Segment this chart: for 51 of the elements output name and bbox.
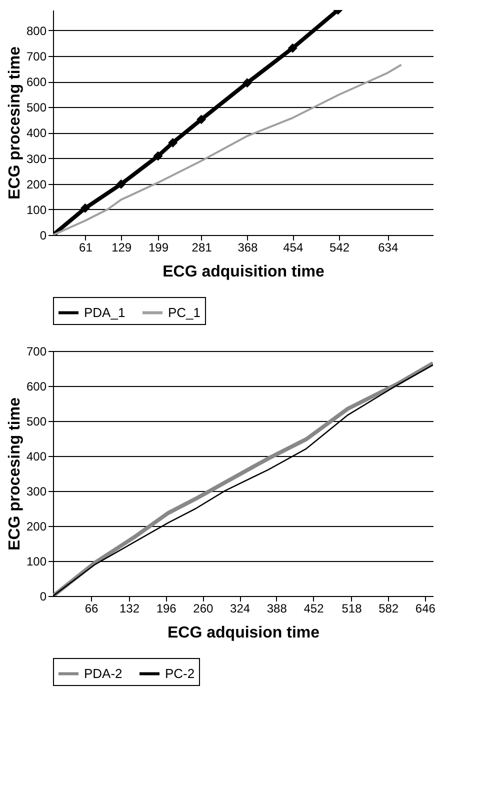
y-tick-label: 700 (26, 50, 47, 64)
y-tick-label: 0 (40, 228, 47, 242)
y-tick-label: 200 (26, 177, 47, 192)
y-tick-label: 500 (26, 100, 47, 115)
y-tick-label: 300 (26, 484, 47, 498)
x-axis-title: ECG adquision time (167, 624, 320, 642)
x-tick-label: 199 (148, 240, 169, 254)
y-tick-label: 400 (26, 450, 47, 464)
y-tick-label: 600 (26, 380, 47, 394)
x-tick-label: 61 (79, 240, 93, 254)
point (288, 43, 298, 53)
point (116, 179, 126, 189)
x-tick-label: 452 (304, 602, 324, 616)
x-tick-label: 129 (112, 240, 132, 254)
legend-label: PDA-2 (84, 666, 122, 681)
legend-label: PC_1 (168, 304, 201, 320)
y-tick-label: 300 (26, 152, 47, 166)
x-tick-label: 646 (415, 602, 436, 616)
y-tick-label: 100 (26, 202, 47, 217)
y-axis-title: ECG procesing time (6, 397, 24, 550)
y-tick-label: 800 (26, 24, 47, 38)
x-axis-title: ECG adquisition time (162, 264, 324, 280)
x-tick-label: 454 (283, 240, 304, 254)
x-tick-label: 518 (342, 602, 362, 616)
y-tick-label: 400 (26, 126, 47, 140)
x-tick-label: 196 (156, 602, 177, 616)
y-tick-label: 0 (40, 590, 47, 604)
x-tick-label: 66 (84, 602, 98, 616)
y-tick-label: 100 (26, 554, 47, 568)
x-tick-label: 542 (330, 240, 350, 254)
y-axis-title: ECG procesing time (6, 46, 24, 200)
x-tick-label: 281 (192, 240, 212, 254)
point (242, 78, 252, 88)
x-tick-label: 260 (193, 602, 214, 616)
legend-label: PC-2 (165, 666, 195, 681)
x-tick-label: 132 (119, 602, 140, 616)
y-tick-label: 700 (26, 344, 47, 358)
y-tick-label: 600 (26, 75, 47, 90)
point (80, 203, 90, 213)
x-tick-label: 324 (230, 602, 250, 616)
x-tick-label: 388 (266, 602, 288, 616)
y-tick-label: 200 (26, 520, 47, 534)
x-tick-label: 582 (378, 602, 399, 616)
y-tick-label: 500 (26, 414, 47, 428)
point (196, 114, 206, 124)
point (153, 151, 163, 161)
legend-label: PDA_1 (84, 304, 126, 320)
x-tick-label: 368 (238, 240, 258, 254)
x-tick-label: 634 (378, 240, 398, 254)
point (168, 138, 178, 148)
line-series (53, 64, 402, 235)
